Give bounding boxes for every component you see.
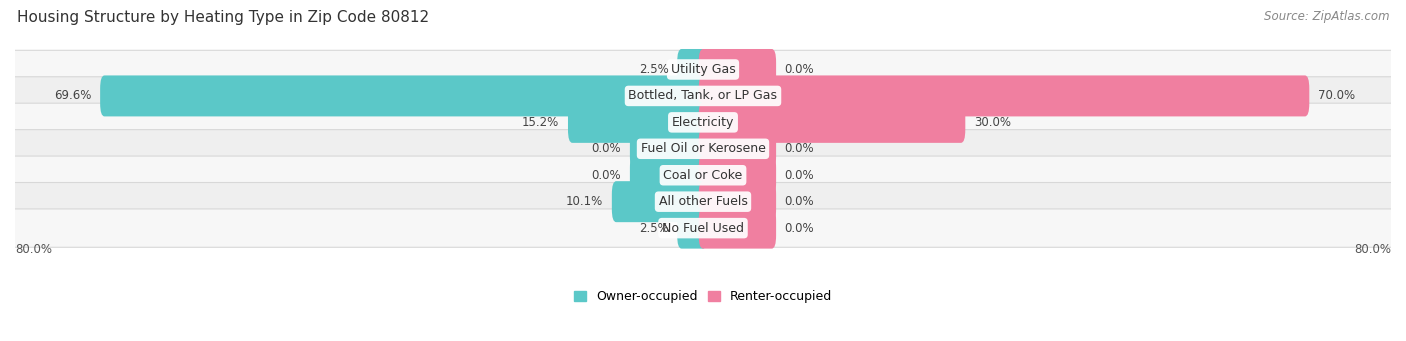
FancyBboxPatch shape — [699, 181, 776, 222]
FancyBboxPatch shape — [13, 209, 1393, 247]
FancyBboxPatch shape — [699, 49, 776, 90]
Text: 69.6%: 69.6% — [55, 89, 91, 102]
Text: Source: ZipAtlas.com: Source: ZipAtlas.com — [1264, 10, 1389, 23]
FancyBboxPatch shape — [699, 75, 1309, 116]
FancyBboxPatch shape — [13, 182, 1393, 221]
Legend: Owner-occupied, Renter-occupied: Owner-occupied, Renter-occupied — [574, 291, 832, 303]
Text: 80.0%: 80.0% — [1354, 243, 1391, 256]
Text: 0.0%: 0.0% — [785, 222, 814, 235]
FancyBboxPatch shape — [13, 130, 1393, 168]
Text: 10.1%: 10.1% — [567, 195, 603, 208]
FancyBboxPatch shape — [699, 208, 776, 249]
Text: 0.0%: 0.0% — [592, 169, 621, 182]
Text: All other Fuels: All other Fuels — [658, 195, 748, 208]
Text: 0.0%: 0.0% — [785, 63, 814, 76]
FancyBboxPatch shape — [13, 50, 1393, 89]
Text: 0.0%: 0.0% — [785, 169, 814, 182]
Text: 15.2%: 15.2% — [522, 116, 560, 129]
Text: 70.0%: 70.0% — [1317, 89, 1355, 102]
Text: 0.0%: 0.0% — [592, 142, 621, 155]
Text: No Fuel Used: No Fuel Used — [662, 222, 744, 235]
Text: Utility Gas: Utility Gas — [671, 63, 735, 76]
FancyBboxPatch shape — [678, 208, 707, 249]
Text: 2.5%: 2.5% — [638, 63, 669, 76]
FancyBboxPatch shape — [612, 181, 707, 222]
Text: 80.0%: 80.0% — [15, 243, 52, 256]
Text: Coal or Coke: Coal or Coke — [664, 169, 742, 182]
FancyBboxPatch shape — [699, 102, 966, 143]
Text: 2.5%: 2.5% — [638, 222, 669, 235]
Text: Bottled, Tank, or LP Gas: Bottled, Tank, or LP Gas — [628, 89, 778, 102]
FancyBboxPatch shape — [13, 77, 1393, 115]
Text: 0.0%: 0.0% — [785, 195, 814, 208]
FancyBboxPatch shape — [13, 103, 1393, 142]
Text: 30.0%: 30.0% — [974, 116, 1011, 129]
Text: Electricity: Electricity — [672, 116, 734, 129]
FancyBboxPatch shape — [630, 155, 707, 196]
FancyBboxPatch shape — [13, 156, 1393, 194]
FancyBboxPatch shape — [100, 75, 707, 116]
Text: Fuel Oil or Kerosene: Fuel Oil or Kerosene — [641, 142, 765, 155]
FancyBboxPatch shape — [678, 49, 707, 90]
Text: 0.0%: 0.0% — [785, 142, 814, 155]
FancyBboxPatch shape — [699, 128, 776, 169]
FancyBboxPatch shape — [699, 155, 776, 196]
FancyBboxPatch shape — [630, 128, 707, 169]
FancyBboxPatch shape — [568, 102, 707, 143]
Text: Housing Structure by Heating Type in Zip Code 80812: Housing Structure by Heating Type in Zip… — [17, 10, 429, 25]
